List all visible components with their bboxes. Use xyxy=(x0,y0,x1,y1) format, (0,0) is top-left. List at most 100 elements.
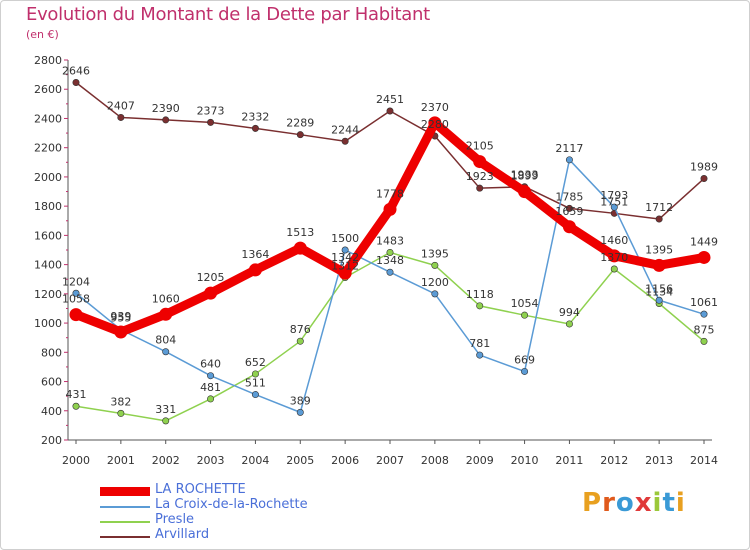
data-label-la-rochette: 1460 xyxy=(600,234,628,247)
data-label-arvillard: 1923 xyxy=(466,170,494,183)
x-tick-label: 2013 xyxy=(645,454,673,467)
legend-label-arvillard: Arvillard xyxy=(155,527,210,542)
data-label-la-rochette: 1659 xyxy=(555,205,583,218)
data-label-la-rochette: 1395 xyxy=(645,243,673,256)
data-point-presle xyxy=(251,370,259,378)
x-tick-label: 2012 xyxy=(600,454,628,467)
legend-swatch-la-croix-de-la-rochette xyxy=(100,506,150,508)
data-label-la-rochette: 1205 xyxy=(197,271,225,284)
data-label-presle: 1134 xyxy=(645,285,673,298)
legend-item-la-rochette: LA ROCHETTE xyxy=(100,482,400,498)
data-label-arvillard: 2407 xyxy=(107,99,135,112)
data-label-presle: 876 xyxy=(290,323,311,336)
data-label-presle: 1054 xyxy=(511,297,539,310)
data-point-la-croix-de-la-rochette xyxy=(610,203,618,211)
chart-unit: (en €) xyxy=(26,28,59,41)
data-label-presle: 481 xyxy=(200,381,221,394)
data-label-arvillard: 2646 xyxy=(62,65,90,78)
data-label-la-rochette: 1899 xyxy=(511,170,539,183)
data-point-la-rochette xyxy=(607,249,621,263)
x-tick-label: 2000 xyxy=(62,454,90,467)
data-label-la-rochette: 2370 xyxy=(421,101,449,114)
data-point-presle xyxy=(162,417,170,425)
data-label-la-croix-de-la-rochette: 389 xyxy=(290,394,311,407)
legend-swatch-arvillard xyxy=(100,536,150,538)
x-tick-label: 2002 xyxy=(152,454,180,467)
data-point-la-croix-de-la-rochette xyxy=(431,290,439,298)
y-tick-label: 200 xyxy=(41,434,62,447)
data-point-presle xyxy=(207,395,215,403)
data-label-arvillard: 1712 xyxy=(645,201,673,214)
data-point-la-croix-de-la-rochette xyxy=(700,310,708,318)
data-point-arvillard xyxy=(565,204,573,212)
data-label-arvillard: 1785 xyxy=(555,190,583,203)
data-point-la-croix-de-la-rochette xyxy=(296,408,304,416)
data-label-la-rochette: 2105 xyxy=(466,140,494,153)
x-tick-label: 2007 xyxy=(376,454,404,467)
data-point-la-croix-de-la-rochette xyxy=(72,289,80,297)
data-point-arvillard xyxy=(476,184,484,192)
data-label-arvillard: 2244 xyxy=(331,123,359,136)
data-point-la-croix-de-la-rochette xyxy=(655,296,663,304)
x-tick-label: 2010 xyxy=(511,454,539,467)
data-label-la-rochette: 1342 xyxy=(331,251,359,264)
data-point-arvillard xyxy=(117,113,125,121)
data-point-la-rochette xyxy=(69,308,83,322)
data-point-presle xyxy=(476,302,484,310)
data-label-arvillard: 2373 xyxy=(197,104,225,117)
y-tick-label: 2800 xyxy=(34,54,62,67)
data-point-presle xyxy=(296,337,304,345)
data-point-presle xyxy=(72,402,80,410)
x-tick-label: 2009 xyxy=(466,454,494,467)
data-label-presle: 1395 xyxy=(421,247,449,260)
x-tick-label: 2005 xyxy=(286,454,314,467)
data-label-la-croix-de-la-rochette: 1061 xyxy=(690,296,718,309)
legend-label-la-rochette: LA ROCHETTE xyxy=(155,482,246,497)
legend-swatch-la-rochette xyxy=(100,487,150,496)
data-point-presle xyxy=(386,248,394,256)
chart-title: Evolution du Montant de la Dette par Hab… xyxy=(26,4,430,25)
data-label-la-rochette: 1058 xyxy=(62,293,90,306)
data-label-la-rochette: 1364 xyxy=(241,248,269,261)
data-label-arvillard: 1751 xyxy=(600,195,628,208)
data-point-arvillard xyxy=(700,175,708,183)
data-point-la-rochette xyxy=(473,155,487,169)
legend-label-la-croix-de-la-rochette: La Croix-de-la-Rochette xyxy=(155,497,308,512)
brand-letter: i xyxy=(675,488,686,518)
x-tick-label: 2003 xyxy=(197,454,225,467)
data-point-arvillard xyxy=(655,215,663,223)
data-label-presle: 331 xyxy=(155,403,176,416)
data-point-arvillard xyxy=(296,131,304,139)
data-point-la-rochette xyxy=(204,286,218,300)
data-point-la-rochette xyxy=(114,325,128,339)
legend-item-presle: Presle xyxy=(100,512,400,528)
brand-letter: i xyxy=(652,488,663,518)
data-point-la-croix-de-la-rochette xyxy=(341,246,349,254)
data-label-la-croix-de-la-rochette: 804 xyxy=(155,334,176,347)
data-label-arvillard: 1989 xyxy=(690,161,718,174)
data-label-la-rochette: 939 xyxy=(110,310,131,323)
data-label-la-croix-de-la-rochette: 1793 xyxy=(600,189,628,202)
data-label-la-croix-de-la-rochette: 1348 xyxy=(376,254,404,267)
data-label-la-rochette: 1778 xyxy=(376,187,404,200)
y-tick-label: 1000 xyxy=(34,317,62,330)
data-label-la-croix-de-la-rochette: 1200 xyxy=(421,276,449,289)
x-tick-label: 2004 xyxy=(241,454,269,467)
x-tick-label: 2001 xyxy=(107,454,135,467)
data-point-la-croix-de-la-rochette xyxy=(251,391,259,399)
x-tick-label: 2014 xyxy=(690,454,718,467)
data-label-la-croix-de-la-rochette: 669 xyxy=(514,353,535,366)
data-label-la-croix-de-la-rochette: 1500 xyxy=(331,232,359,245)
y-tick-label: 1800 xyxy=(34,200,62,213)
data-point-la-rochette xyxy=(338,266,352,280)
data-label-la-croix-de-la-rochette: 2117 xyxy=(555,142,583,155)
data-label-arvillard: 2390 xyxy=(152,102,180,115)
x-tick-label: 2006 xyxy=(331,454,359,467)
data-label-la-rochette: 1449 xyxy=(690,235,718,248)
data-label-la-croix-de-la-rochette: 640 xyxy=(200,358,221,371)
legend-swatch-presle xyxy=(100,521,150,523)
data-point-la-rochette xyxy=(383,202,397,216)
legend-label-presle: Presle xyxy=(155,512,195,527)
brand-letter: P xyxy=(582,488,603,518)
